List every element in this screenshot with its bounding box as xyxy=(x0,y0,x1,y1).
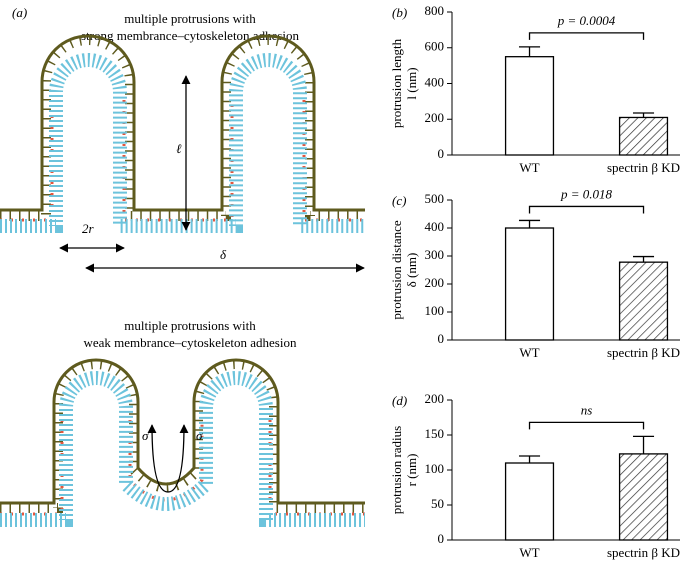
panel-label: (d) xyxy=(392,393,407,408)
bar xyxy=(504,462,555,541)
tension-label: σ xyxy=(196,428,203,443)
y-tick-label: 300 xyxy=(425,247,445,262)
bar xyxy=(618,261,669,341)
y-axis-label: protrusion distance xyxy=(389,220,404,320)
y-axis-label: protrusion radius xyxy=(389,426,404,514)
length-label: ℓ xyxy=(176,141,182,156)
significance-label: ns xyxy=(581,402,593,417)
y-axis-label: l (nm) xyxy=(404,67,419,99)
panel-label: (c) xyxy=(392,193,406,208)
y-tick-label: 0 xyxy=(438,331,445,346)
bar xyxy=(504,227,555,341)
distance-label: δ xyxy=(220,247,227,262)
y-tick-label: 50 xyxy=(431,496,444,511)
y-tick-label: 200 xyxy=(425,391,445,406)
diagram-title: weak membrance–cytoskeleton adhesion xyxy=(84,335,297,350)
x-tick-label: spectrin β KD xyxy=(607,345,680,360)
y-tick-label: 200 xyxy=(425,110,445,125)
bar xyxy=(504,56,555,156)
x-tick-label: spectrin β KD xyxy=(607,160,680,175)
y-tick-label: 0 xyxy=(438,531,445,546)
bar xyxy=(618,453,669,541)
x-tick-label: spectrin β KD xyxy=(607,545,680,560)
y-tick-label: 400 xyxy=(425,74,445,89)
diagram: (a) multiple protrusions with strong mem… xyxy=(0,5,365,527)
x-tick-label: WT xyxy=(519,545,539,560)
y-tick-label: 0 xyxy=(438,146,445,161)
bar xyxy=(618,116,669,156)
y-axis-label: δ (nm) xyxy=(404,253,419,288)
x-tick-label: WT xyxy=(519,160,539,175)
y-tick-label: 200 xyxy=(425,275,445,290)
significance-bracket xyxy=(528,32,645,40)
weak-adhesion-schematic xyxy=(0,358,365,527)
panel-label: (b) xyxy=(392,5,407,20)
significance-bracket xyxy=(528,421,645,430)
y-tick-label: 500 xyxy=(425,191,445,206)
y-axis-label: protrusion length xyxy=(389,38,404,128)
significance-label: p = 0.018 xyxy=(560,186,613,201)
panel-label: (a) xyxy=(12,5,27,20)
y-tick-label: 600 xyxy=(425,39,445,54)
y-axis-label: r (nm) xyxy=(404,454,419,487)
significance-bracket xyxy=(528,205,645,214)
y-tick-label: 100 xyxy=(425,303,445,318)
diagram-title: strong membrance–cytoskeleton adhesion xyxy=(81,28,300,43)
y-tick-label: 150 xyxy=(425,426,445,441)
strong-adhesion-schematic xyxy=(0,34,365,273)
tension-label: σ xyxy=(142,428,149,443)
y-tick-label: 800 xyxy=(425,3,445,18)
diagram-title: multiple protrusions with xyxy=(124,11,256,26)
x-tick-label: WT xyxy=(519,345,539,360)
radius-label: 2r xyxy=(82,221,95,236)
significance-label: p = 0.0004 xyxy=(557,13,616,28)
diagram-title: multiple protrusions with xyxy=(124,318,256,333)
y-tick-label: 100 xyxy=(425,461,445,476)
y-tick-label: 400 xyxy=(425,219,445,234)
